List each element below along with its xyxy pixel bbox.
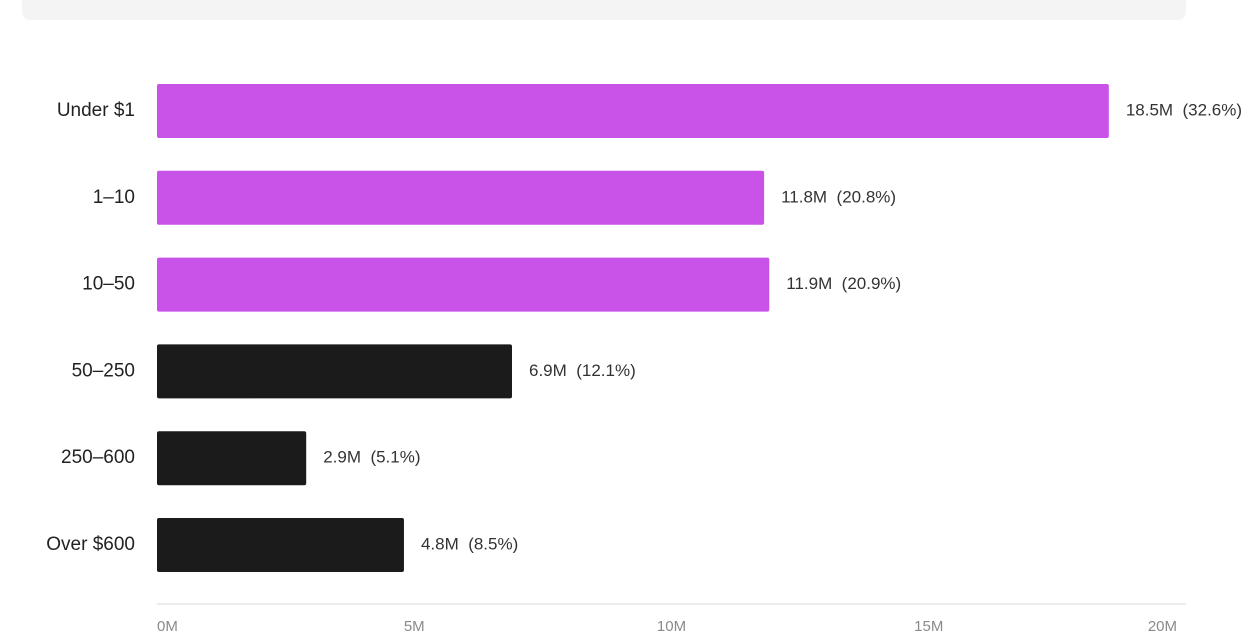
bar-value-label: 11.8M (20.8%): [781, 187, 896, 206]
x-tick-label: 20M: [1148, 618, 1177, 635]
bar: [157, 257, 770, 312]
bar-value-label: 2.9M (5.1%): [323, 448, 420, 467]
ticks-layer: 0M 5M 10M 15M 20M: [157, 618, 1177, 635]
category-label: Over $600: [46, 534, 135, 555]
bar-value-label: 4.8M (8.5%): [421, 534, 518, 553]
x-tick-label: 5M: [404, 618, 425, 635]
x-tick-label: 10M: [657, 618, 686, 635]
x-tick-label: 0M: [157, 618, 178, 635]
category-label: 10–50: [82, 274, 135, 295]
bar: [157, 431, 307, 486]
category-label: 50–250: [72, 360, 135, 381]
category-label: 250–600: [61, 447, 135, 468]
bar: [157, 344, 513, 399]
bar-value-label: 11.9M (20.9%): [786, 274, 901, 293]
category-label: 1–10: [93, 187, 135, 208]
bar-value-label: 18.5M (32.6%): [1126, 100, 1242, 119]
bar: [157, 84, 1109, 138]
top-panel: [22, 0, 1186, 20]
category-label: Under $1: [57, 100, 135, 121]
bar-value-label: 6.9M (12.1%): [529, 361, 636, 380]
x-tick-label: 15M: [914, 618, 943, 635]
bars-layer: Under $1 18.5M (32.6%) 1–10 11.8M (20.8%) 10…: [46, 84, 1242, 572]
bar: [157, 518, 404, 572]
bar: [157, 170, 765, 225]
